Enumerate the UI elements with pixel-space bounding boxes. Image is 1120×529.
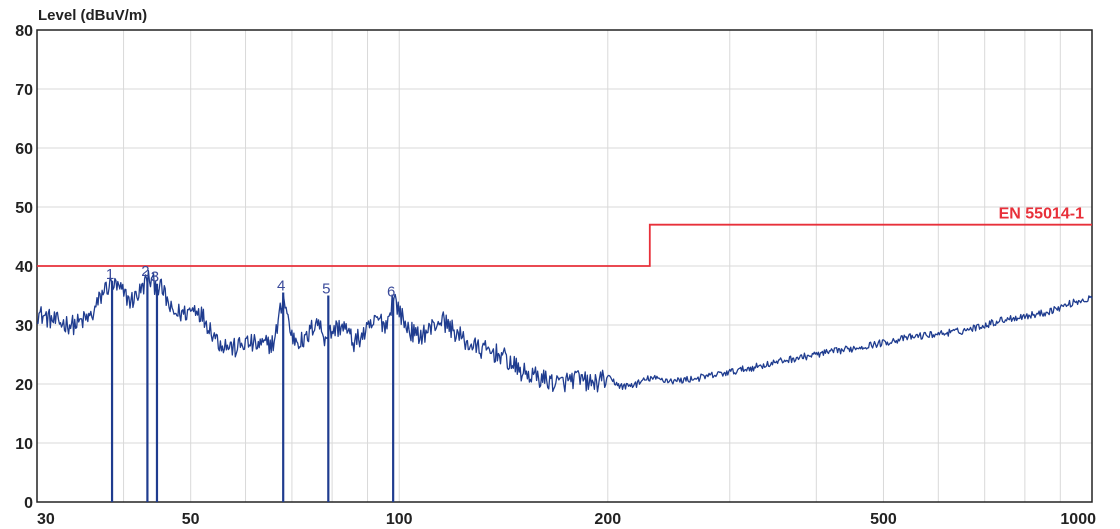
tick-labels: 0 10 20 30 40 50 60 70 80 30 50 100 200 500 1000 — [15, 23, 1096, 528]
limit-line — [37, 223, 1092, 267]
y-tick-label: 60 — [15, 141, 33, 158]
series-line — [36, 270, 1093, 393]
y-tick-label: 10 — [15, 436, 33, 453]
limit-line-label: EN 55014-1 — [999, 206, 1084, 223]
marker-label: 5 — [322, 281, 330, 298]
x-tick-label: 50 — [182, 511, 200, 528]
x-tick-label: 500 — [870, 511, 897, 528]
marker-group: 1 2 34 5 6 — [106, 263, 395, 502]
limit-line-group: EN 55014-1 — [37, 206, 1092, 267]
marker-label: 4 — [277, 278, 285, 295]
marker-label: 6 — [387, 283, 395, 300]
marker-label: 3 — [151, 269, 159, 286]
x-tick-label: 30 — [37, 511, 55, 528]
y-tick-label: 40 — [15, 259, 33, 276]
y-tick-label: 70 — [15, 82, 33, 99]
series-group — [36, 270, 1093, 393]
y-axis-label: Level (dBuV/m) — [38, 7, 147, 24]
x-tick-label: 200 — [594, 511, 621, 528]
y-tick-label: 80 — [15, 23, 33, 40]
y-tick-label: 50 — [15, 200, 33, 217]
x-tick-label: 100 — [386, 511, 413, 528]
marker-label: 1 — [106, 266, 114, 283]
marker-label: 2 — [141, 263, 149, 280]
x-tick-label: 1000 — [1060, 511, 1096, 528]
y-tick-label: 0 — [24, 495, 33, 512]
y-tick-label: 30 — [15, 318, 33, 335]
y-tick-label: 20 — [15, 377, 33, 394]
